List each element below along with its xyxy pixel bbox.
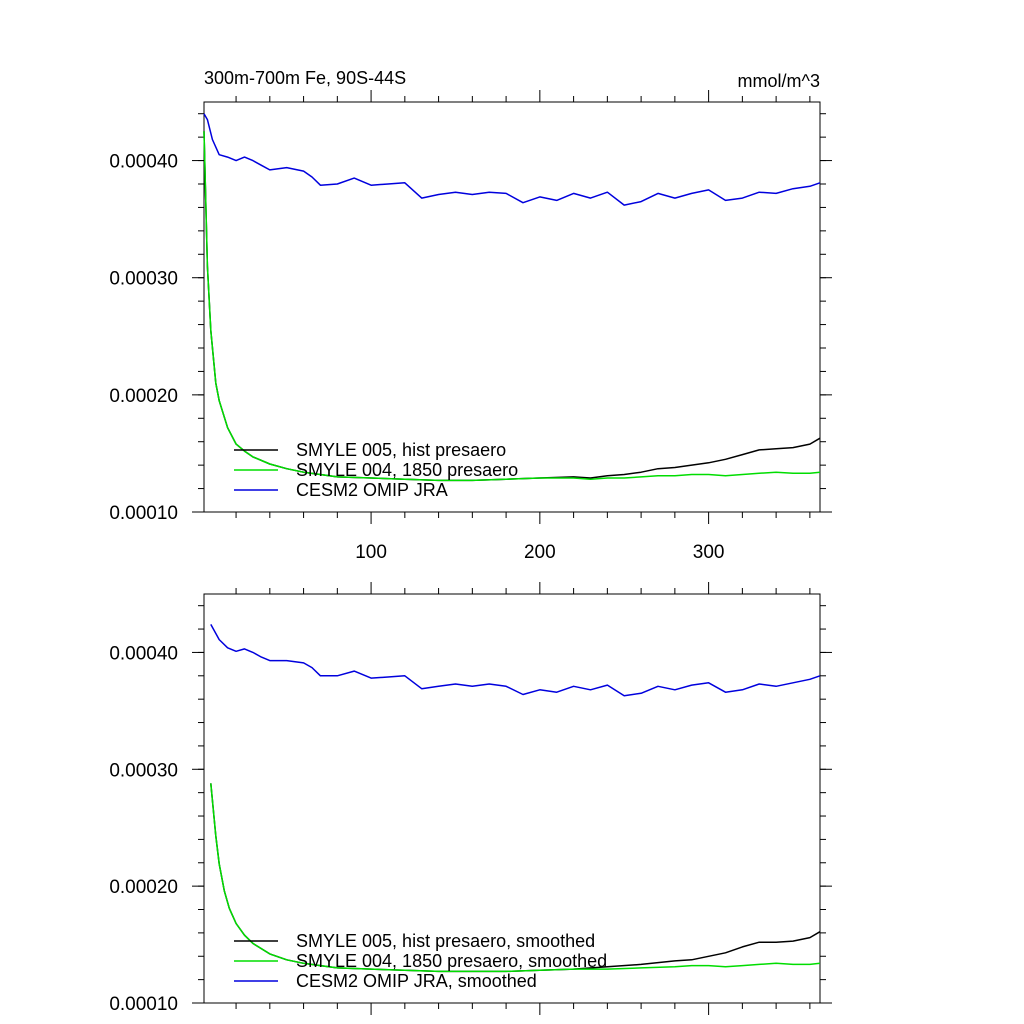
bottom-panel: 0.00010 0.00020 0.00030 0.00040 SMYLE 005, h… xyxy=(109,582,832,1015)
legend-label: CESM2 OMIP JRA xyxy=(296,480,448,500)
series-line xyxy=(203,131,821,482)
chart-title: 300m-700m Fe, 90S-44S xyxy=(204,68,406,88)
series-line xyxy=(203,113,821,206)
y-tick-label: 0.00020 xyxy=(109,877,178,898)
x-tick-label: 100 xyxy=(355,542,387,563)
chart-units: mmol/m^3 xyxy=(738,71,820,91)
legend-label: SMYLE 004, 1850 presaero xyxy=(296,460,518,480)
x-tick-label: 200 xyxy=(524,542,556,563)
y-tick-label: 0.00040 xyxy=(109,152,178,173)
x-tick-label: 300 xyxy=(693,542,725,563)
y-tick-label: 0.00040 xyxy=(109,643,178,664)
y-tick-label: 0.00010 xyxy=(109,503,178,524)
legend-label: SMYLE 005, hist presaero, smoothed xyxy=(296,931,595,951)
y-tick-label: 0.00020 xyxy=(109,386,178,407)
plot-frame xyxy=(203,101,821,513)
legend-label: SMYLE 005, hist presaero xyxy=(296,440,506,460)
legend-label: SMYLE 004, 1850 presaero, smoothed xyxy=(296,951,607,971)
legend-label: CESM2 OMIP JRA, smoothed xyxy=(296,971,537,991)
series-line xyxy=(210,783,821,973)
y-tick-label: 0.00030 xyxy=(109,269,178,290)
top-panel: 300m-700m Fe, 90S-44S mmol/m^3 0.00010 0.… xyxy=(109,68,832,563)
y-tick-label: 0.00010 xyxy=(109,994,178,1015)
series-line xyxy=(210,624,821,697)
plot-frame xyxy=(203,593,821,1004)
y-tick-label: 0.00030 xyxy=(109,760,178,781)
series-line xyxy=(203,131,821,482)
